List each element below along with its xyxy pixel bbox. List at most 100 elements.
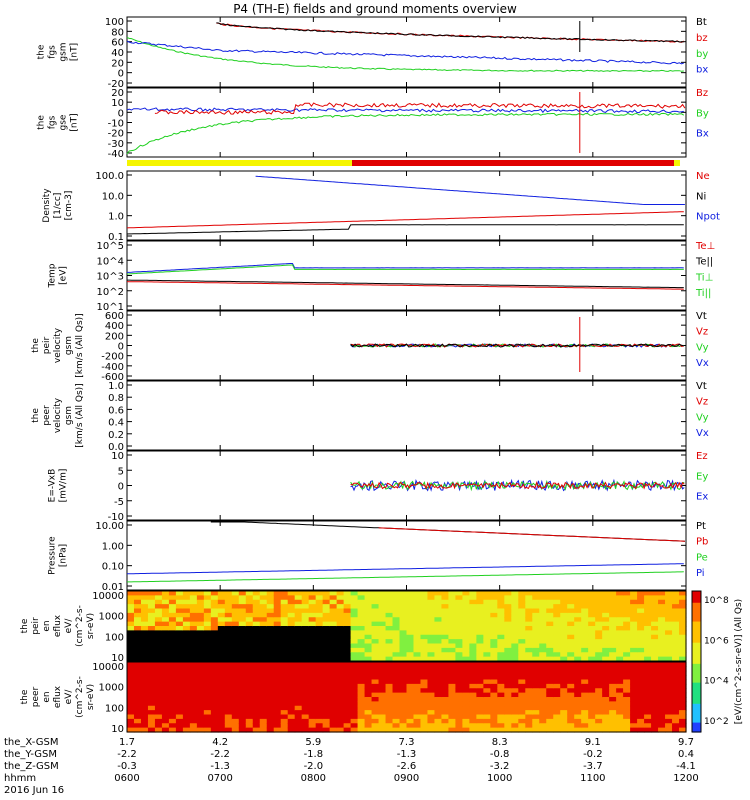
spectrogram-cell — [329, 670, 338, 676]
spectrogram-cell — [448, 639, 457, 645]
spectrogram-cell — [371, 662, 380, 667]
spectrogram-cell — [539, 727, 547, 733]
spectrogram-cell — [189, 683, 198, 689]
spectrogram-cell — [581, 612, 589, 618]
spectrogram-cell — [308, 626, 317, 631]
x-row-label: the_Z-GSM — [4, 761, 59, 772]
spectrogram-cell — [280, 679, 289, 685]
spectrogram-cell — [252, 647, 261, 653]
spectrogram-cell — [679, 630, 687, 636]
spectrogram-cell — [287, 692, 296, 698]
spectrogram-cell — [378, 688, 387, 694]
spectrogram-cell — [441, 714, 450, 720]
spectrogram-cell — [343, 591, 352, 596]
spectrogram-cell — [322, 723, 331, 729]
spectrogram-cell — [315, 617, 324, 623]
spectrogram-cell — [245, 662, 254, 667]
spectrogram-cell — [406, 727, 415, 733]
spectrogram-cell — [287, 675, 296, 681]
spectrogram-cell — [266, 670, 275, 676]
spectrogram-cell — [196, 591, 205, 596]
y-axis-label: [cm-3] — [64, 191, 74, 221]
spectrogram-cell — [539, 701, 547, 707]
spectrogram-cell — [350, 675, 359, 681]
spectrogram-cell — [532, 626, 540, 631]
spectrogram-cell — [658, 608, 666, 614]
spectrogram-cell — [595, 599, 603, 605]
spectrogram-cell — [378, 727, 387, 733]
spectrogram-cell — [406, 612, 415, 618]
spectrogram-cell — [196, 647, 205, 653]
spectrogram-cell — [231, 701, 240, 707]
spectrogram-cell — [182, 604, 191, 610]
spectrogram-cell — [413, 599, 422, 605]
spectrogram-cell — [350, 647, 359, 653]
spectrogram-cell — [420, 604, 429, 610]
spectrogram-cell — [133, 617, 142, 623]
spectrogram-cell — [140, 723, 149, 729]
spectrogram-cell — [294, 662, 303, 667]
spectrogram-cell — [127, 626, 135, 631]
spectrogram-cell — [651, 647, 659, 653]
spectrogram-cell — [336, 647, 345, 653]
spectrogram-cell — [252, 718, 261, 724]
spectrogram-cell — [287, 666, 296, 672]
spectrogram-cell — [217, 727, 226, 733]
spectrogram-cell — [147, 723, 156, 729]
spectrogram-cell — [560, 662, 568, 667]
y-axis-label: [km/s (All Qs)] — [75, 383, 85, 447]
spectrogram-cell — [497, 662, 505, 667]
spectrogram-cell — [168, 617, 177, 623]
spectrogram-cell — [658, 679, 666, 685]
spectrogram-cell — [672, 714, 680, 720]
spectrogram-cell — [630, 718, 638, 724]
spectrogram-cell — [665, 666, 673, 672]
spectrogram-cell — [182, 652, 191, 658]
spectrogram-cell — [630, 621, 638, 627]
spectrogram-cell — [329, 608, 338, 614]
spectrogram-cell — [266, 595, 275, 601]
spectrogram-cell — [651, 714, 659, 720]
spectrogram-cell — [567, 639, 575, 645]
spectrogram-cell — [322, 710, 331, 716]
spectrogram-cell — [287, 608, 296, 614]
spectrogram-cell — [294, 626, 303, 631]
spectrogram-cell — [343, 683, 352, 689]
spectrogram-cell — [518, 679, 526, 685]
spectrogram-cell — [189, 634, 198, 640]
spectrogram-cell — [525, 662, 533, 667]
spectrogram-cell — [490, 643, 498, 649]
spectrogram-cell — [658, 718, 666, 724]
spectrogram-cell — [462, 626, 470, 631]
spectrogram-cell — [182, 683, 191, 689]
colorbar-label: [eV/(cm^2-s-sr-eV)] (All Qs) — [734, 599, 744, 724]
spectrogram-cell — [127, 670, 135, 676]
spectrogram-cell — [273, 639, 282, 645]
spectrogram-cell — [651, 599, 659, 605]
spectrogram-cell — [434, 617, 443, 623]
spectrogram-cell — [392, 634, 401, 640]
spectrogram-cell — [581, 652, 589, 658]
spectrogram-cell — [511, 718, 519, 724]
spectrogram-cell — [203, 683, 212, 689]
spectrogram-cell — [630, 608, 638, 614]
spectrogram-cell — [280, 727, 289, 733]
spectrogram-cell — [385, 634, 394, 640]
spectrogram-cell — [245, 727, 254, 733]
spectrogram-cell — [553, 647, 561, 653]
spectrogram-cell — [602, 608, 610, 614]
legend-vy: Vy — [696, 412, 709, 423]
spectrogram-cell — [672, 599, 680, 605]
spectrogram-cell — [413, 692, 422, 698]
spectrogram-cell — [567, 727, 575, 733]
spectrogram-cell — [273, 621, 282, 627]
spectrogram-cell — [448, 718, 457, 724]
spectrogram-cell — [476, 675, 484, 681]
spectrogram-cell — [476, 714, 484, 720]
spectrogram-cell — [280, 714, 289, 720]
spectrogram-cell — [371, 705, 380, 711]
y-axis-label: [km/s (All Qs)] — [75, 313, 85, 377]
spectrogram-cell — [651, 688, 659, 694]
spectrogram-cell — [434, 626, 443, 631]
y-tick-label: 0.8 — [108, 393, 124, 404]
